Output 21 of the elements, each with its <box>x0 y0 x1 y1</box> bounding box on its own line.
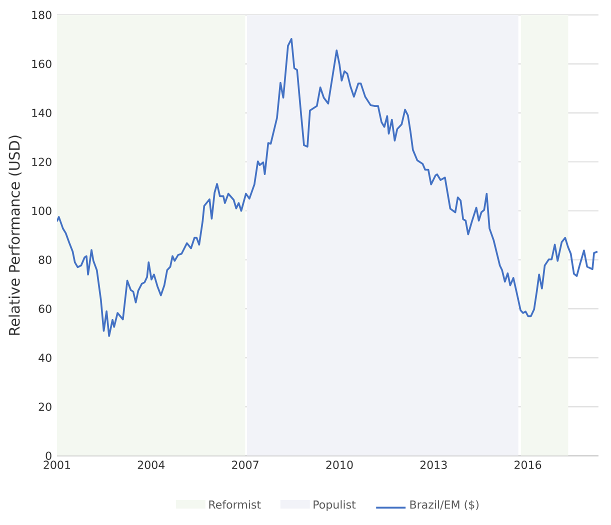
y-tick-label: 120 <box>32 158 52 166</box>
y-tick-label: 80 <box>38 256 52 264</box>
y-tick-label: 140 <box>32 108 52 118</box>
x-tick-label: 2010 <box>326 460 353 470</box>
legend-label: Populist <box>314 500 356 512</box>
y-tick-label: 0 <box>46 452 52 460</box>
legend-label: Reformist <box>209 500 261 509</box>
y-tick-label: 180 <box>32 10 52 20</box>
legend-label: Brazil/EM ($) <box>410 500 479 510</box>
x-tick-label: 2016 <box>514 460 542 470</box>
x-tick-label: 2004 <box>138 460 165 470</box>
x-tick-label: 2013 <box>420 460 447 470</box>
y-tick-label: 160 <box>32 60 52 68</box>
y-tick-label: 40 <box>38 354 52 362</box>
line-series <box>56 38 598 338</box>
x-tick-label: 2001 <box>44 460 70 470</box>
x-tick-label: 2007 <box>232 460 258 470</box>
y-tick-label: 20 <box>38 402 52 412</box>
y-tick-label: 100 <box>32 206 52 216</box>
y-tick-label: 60 <box>38 304 52 314</box>
y-axis-title: Relative Performance (USD) <box>8 136 22 336</box>
